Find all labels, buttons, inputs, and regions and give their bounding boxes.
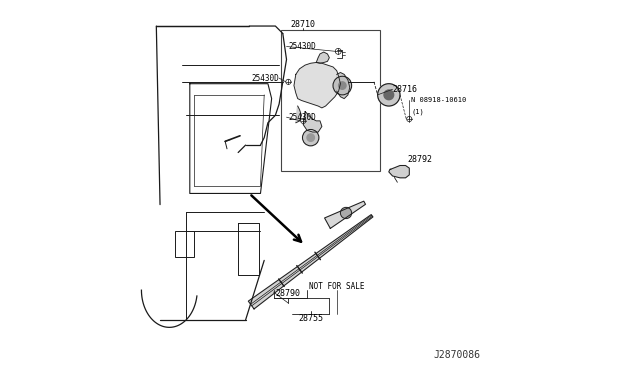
Polygon shape	[316, 52, 330, 63]
Text: 25430D: 25430D	[289, 113, 316, 122]
Circle shape	[384, 90, 394, 100]
Polygon shape	[337, 73, 349, 99]
Text: NOT FOR SALE: NOT FOR SALE	[309, 282, 365, 291]
Polygon shape	[294, 62, 340, 108]
Text: 25430D: 25430D	[289, 42, 316, 51]
Text: N 08918-10610: N 08918-10610	[411, 97, 467, 103]
Circle shape	[333, 76, 351, 95]
Text: 25430D: 25430D	[252, 74, 279, 83]
Text: 28710: 28710	[291, 20, 316, 29]
Bar	[175, 231, 193, 257]
Polygon shape	[248, 215, 373, 309]
Text: J2870086: J2870086	[433, 350, 480, 360]
Circle shape	[303, 129, 319, 146]
Circle shape	[378, 84, 400, 106]
Polygon shape	[303, 112, 322, 132]
Polygon shape	[296, 106, 301, 123]
Text: 28792: 28792	[408, 155, 433, 164]
Polygon shape	[324, 201, 365, 228]
Polygon shape	[389, 166, 410, 178]
Circle shape	[340, 207, 351, 219]
Text: 28755: 28755	[298, 314, 323, 323]
Text: (1): (1)	[411, 108, 424, 115]
Text: 28790: 28790	[276, 289, 301, 298]
Circle shape	[339, 82, 346, 89]
Bar	[281, 30, 380, 171]
Text: 28716: 28716	[392, 85, 417, 94]
Circle shape	[307, 134, 314, 141]
